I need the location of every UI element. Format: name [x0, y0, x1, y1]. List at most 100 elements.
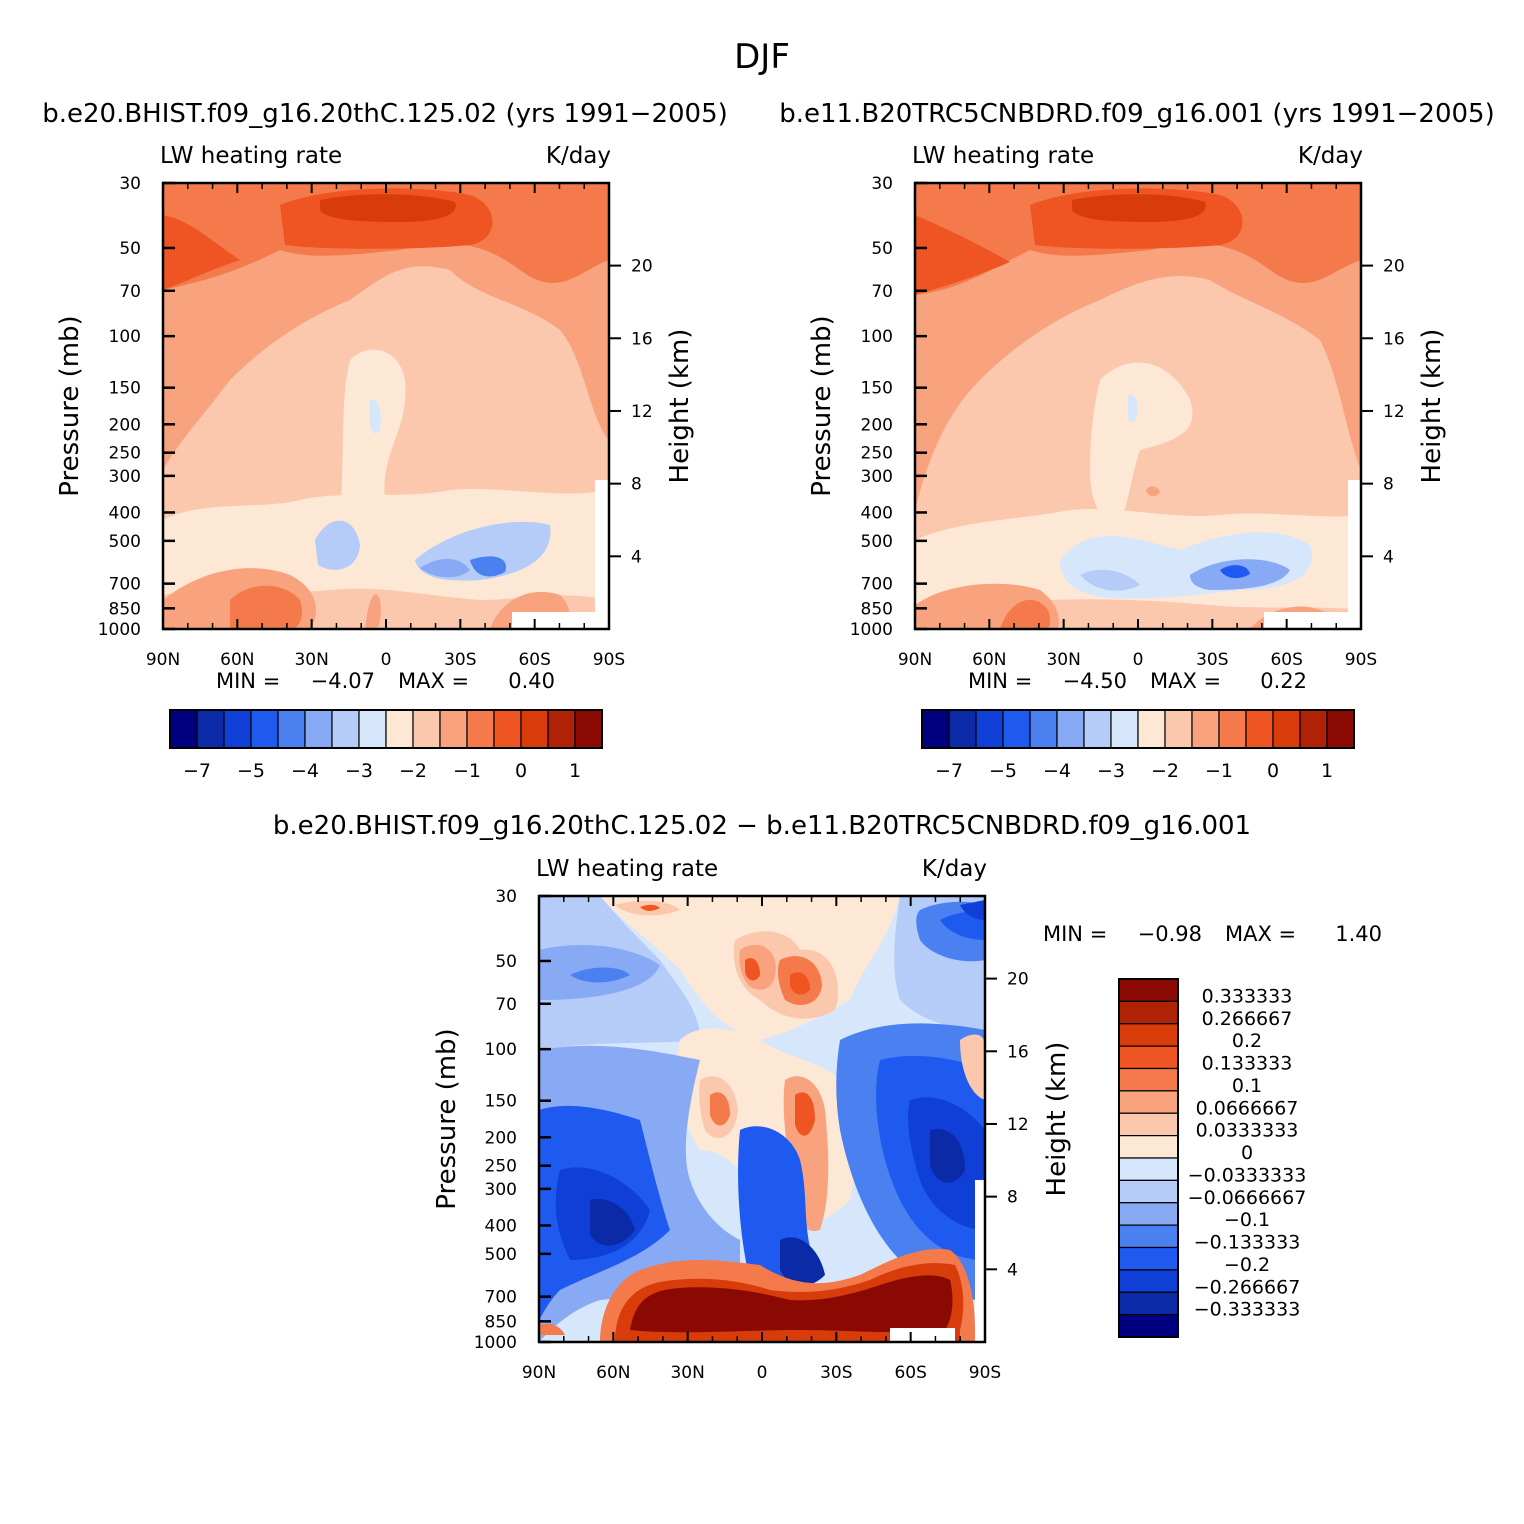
panel2-min-label: MIN = — [968, 669, 1032, 693]
panel1-colorbar-label: −2 — [399, 760, 427, 782]
panel3-contour-field — [539, 896, 985, 1342]
panel3-colorbar-label: −0.2 — [1224, 1254, 1270, 1276]
panel2-colorbar-label: 0 — [1267, 760, 1279, 782]
panel2-x-tick-label: 30N — [1046, 650, 1080, 670]
panel3-y-tick-label: 850 — [485, 1312, 517, 1332]
panel1-x-tick-label: 60S — [518, 650, 550, 670]
panel3-right-label: K/day — [922, 856, 987, 882]
panel2-x-tick-label: 30S — [1196, 650, 1228, 670]
panel1-ylabel: Pressure (mb) — [55, 315, 85, 496]
panel2-y-tick-label: 400 — [861, 503, 893, 523]
panel3-colorbar-label: −0.0333333 — [1188, 1164, 1307, 1186]
panel1-colorbar-swatch — [358, 709, 387, 749]
panel3-y-tick-label: 50 — [495, 952, 517, 972]
panel2-y-tick-label: 850 — [861, 599, 893, 619]
panel1-colorbar-swatch — [466, 709, 495, 749]
panel3-colorbar-swatch — [1118, 978, 1179, 1002]
panel2-colorbar-label: −1 — [1205, 760, 1233, 782]
panel2-colorbar-swatch — [1056, 709, 1085, 749]
panel1-right-label: K/day — [546, 143, 611, 169]
panel1-x-tick-label: 90N — [146, 650, 180, 670]
panel2-colorbar-frame — [921, 709, 1355, 749]
panel1-colorbar-label: −7 — [183, 760, 211, 782]
panel3-colorbar-label: 0.266667 — [1202, 1008, 1293, 1030]
panel2-colorbar-label: −2 — [1151, 760, 1179, 782]
panel3-y-tick-label: 30 — [495, 887, 517, 907]
panel2-contour-field — [915, 183, 1361, 629]
panel1-y-tick-label: 400 — [109, 503, 141, 523]
panel2-colorbar-swatch — [1164, 709, 1193, 749]
panel3-colorbar-swatch — [1118, 1135, 1179, 1159]
panel2-colorbar-swatch — [1299, 709, 1328, 749]
panel3-ylabel: Pressure (mb) — [432, 1028, 462, 1209]
panel2-colorbar-label: −7 — [935, 760, 963, 782]
panel3-colorbar-swatch — [1118, 1269, 1179, 1293]
panel1-min-label: MIN = — [216, 669, 280, 693]
panel2-ylabel: Pressure (mb) — [807, 315, 837, 496]
panel3-x-tick-label: 60N — [596, 1363, 630, 1383]
panel2-colorbar-swatch — [1029, 709, 1058, 749]
panel2-x-tick-label: 60S — [1270, 650, 1302, 670]
panel3-colorbar-label: −0.266667 — [1194, 1276, 1301, 1298]
panel2-x-tick-label: 90N — [898, 650, 932, 670]
panel1-colorbar-swatch — [412, 709, 441, 749]
panel1-colorbar-label: −1 — [453, 760, 481, 782]
panel3-x-tick-label: 90N — [522, 1363, 556, 1383]
panel1-colorbar-label: −5 — [237, 760, 265, 782]
panel2-colorbar-swatch — [1110, 709, 1139, 749]
panel2-max-label: MAX = — [1150, 669, 1221, 693]
panel1-y-tick-label: 500 — [109, 532, 141, 552]
panel3-colorbar-label: 0.0666667 — [1196, 1097, 1299, 1119]
panel1-left-label: LW heating rate — [160, 143, 342, 169]
panel1-colorbar-swatch — [520, 709, 549, 749]
panel3-colorbar-swatch — [1118, 1090, 1179, 1114]
panel3-ylabel-right: Height (km) — [1042, 1042, 1072, 1197]
panel2-ylabel-right: Height (km) — [1417, 329, 1447, 484]
panel3-colorbar-label: 0.133333 — [1202, 1053, 1293, 1075]
panel3-colorbar-label: −0.1 — [1224, 1209, 1270, 1231]
panel1-colorbar-swatch — [385, 709, 414, 749]
panel1-x-tick-label: 30S — [444, 650, 476, 670]
panel3-colorbar-swatch — [1118, 1246, 1179, 1271]
panel3-colorbar-swatch — [1118, 1291, 1179, 1316]
panel2-y-tick-label: 1000 — [850, 620, 893, 640]
panel2-colorbar-swatch — [1326, 709, 1355, 749]
panel3-colorbar-label: 0.333333 — [1202, 985, 1293, 1007]
panel2-colorbar-swatch — [1137, 709, 1166, 749]
panel3-x-tick-label: 60S — [894, 1363, 926, 1383]
panel2-height-tick-label: 12 — [1383, 402, 1405, 422]
panel1-height-tick-label: 16 — [631, 329, 653, 349]
panel2-x-tick-label: 90S — [1345, 650, 1377, 670]
panel3-y-tick-label: 700 — [485, 1288, 517, 1308]
panel3-x-tick-label: 90S — [969, 1363, 1001, 1383]
panel2-y-tick-label: 50 — [871, 239, 893, 259]
panel3-max-value: 1.40 — [1335, 922, 1382, 946]
panel1-x-tick-label: 60N — [220, 650, 254, 670]
panel3: b.e20.BHIST.f09_g16.20thC.125.02 − b.e11… — [273, 811, 1382, 1383]
panel1-colorbar-swatch — [223, 709, 252, 749]
panel1-colorbar-label: −3 — [345, 760, 373, 782]
panel3-subtitle: b.e20.BHIST.f09_g16.20thC.125.02 − b.e11… — [273, 811, 1251, 841]
panel2-max-value: 0.22 — [1260, 669, 1307, 693]
panel3-colorbar-swatch — [1118, 1045, 1179, 1070]
panel1-height-tick-label: 12 — [631, 402, 653, 422]
panel3-colorbar-swatch — [1118, 1179, 1179, 1204]
panel2-y-tick-label: 700 — [861, 575, 893, 595]
panel1-y-tick-label: 70 — [119, 282, 141, 302]
panel2-height-tick-label: 4 — [1383, 547, 1394, 567]
panel3-colorbar-label: −0.133333 — [1194, 1232, 1301, 1254]
panel1-y-tick-label: 700 — [109, 575, 141, 595]
panel1: b.e20.BHIST.f09_g16.20thC.125.02 (yrs 19… — [42, 99, 728, 782]
panel3-height-tick-label: 16 — [1007, 1042, 1029, 1062]
panel3-height-tick-label: 8 — [1007, 1188, 1018, 1208]
panel2-height-tick-label: 16 — [1383, 329, 1405, 349]
panel3-y-tick-label: 250 — [485, 1157, 517, 1177]
panel1-colorbar-swatch — [277, 709, 306, 749]
panel1-colorbar-label: −4 — [291, 760, 319, 782]
panel3-x-tick-label: 30N — [670, 1363, 704, 1383]
panel2-y-tick-label: 250 — [861, 444, 893, 464]
panel2-left-label: LW heating rate — [912, 143, 1094, 169]
panel2-y-tick-label: 300 — [861, 467, 893, 487]
panel3-colorbar-swatch — [1118, 1157, 1179, 1181]
